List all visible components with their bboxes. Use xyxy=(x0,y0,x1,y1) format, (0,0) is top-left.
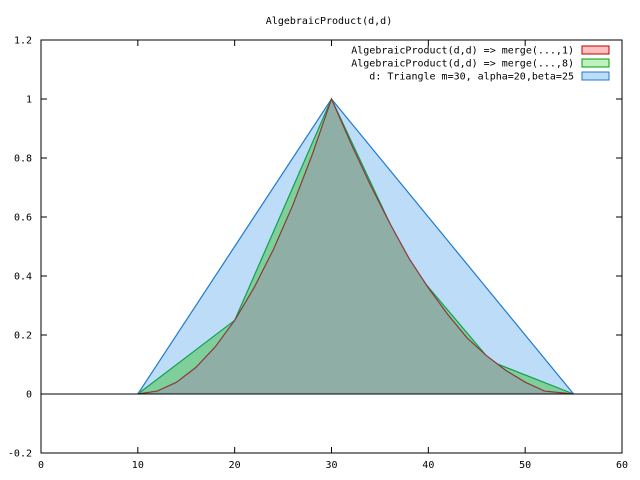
series-line-2 xyxy=(137,97,574,395)
x-tick-label: 0 xyxy=(38,460,44,471)
legend-swatch xyxy=(581,71,610,81)
legend-label: AlgebraicProduct(d,d) => merge(...,8) xyxy=(351,59,574,70)
y-tick-label: 1 xyxy=(26,95,32,106)
x-tick-label: 10 xyxy=(132,460,144,471)
legend-label: d: Triangle m=30, alpha=20,beta=25 xyxy=(369,72,574,83)
y-tick-label: -0.2 xyxy=(8,449,32,460)
x-tick-label: 30 xyxy=(325,460,337,471)
x-tick-label: 40 xyxy=(422,460,434,471)
series-layer xyxy=(137,97,575,395)
y-tick-label: 0.8 xyxy=(14,154,32,165)
x-tick-label: 60 xyxy=(616,460,628,471)
series-line-1 xyxy=(137,97,574,395)
legend: AlgebraicProduct(d,d) => merge(...,1) Alg… xyxy=(351,45,610,83)
y-tick-label: 1.2 xyxy=(14,36,32,47)
x-tick-label: 20 xyxy=(229,460,241,471)
y-tick-label: 0.2 xyxy=(14,331,32,342)
legend-label: AlgebraicProduct(d,d) => merge(...,1) xyxy=(351,46,574,57)
x-tick-label: 50 xyxy=(519,460,531,471)
series-area-2 xyxy=(137,99,574,394)
y-tick-label: 0 xyxy=(26,390,32,401)
ticks-layer: 0 10 20 30 40 50 60 -0.2 0 0.2 0.4 0.6 0.8 1 1.2 xyxy=(8,36,628,472)
y-tick-label: 0.4 xyxy=(14,272,32,283)
legend-swatch xyxy=(581,45,610,55)
y-tick-label: 0.6 xyxy=(14,213,32,224)
chart-title: AlgebraicProduct(d,d) xyxy=(266,16,392,27)
legend-swatch xyxy=(581,58,610,68)
